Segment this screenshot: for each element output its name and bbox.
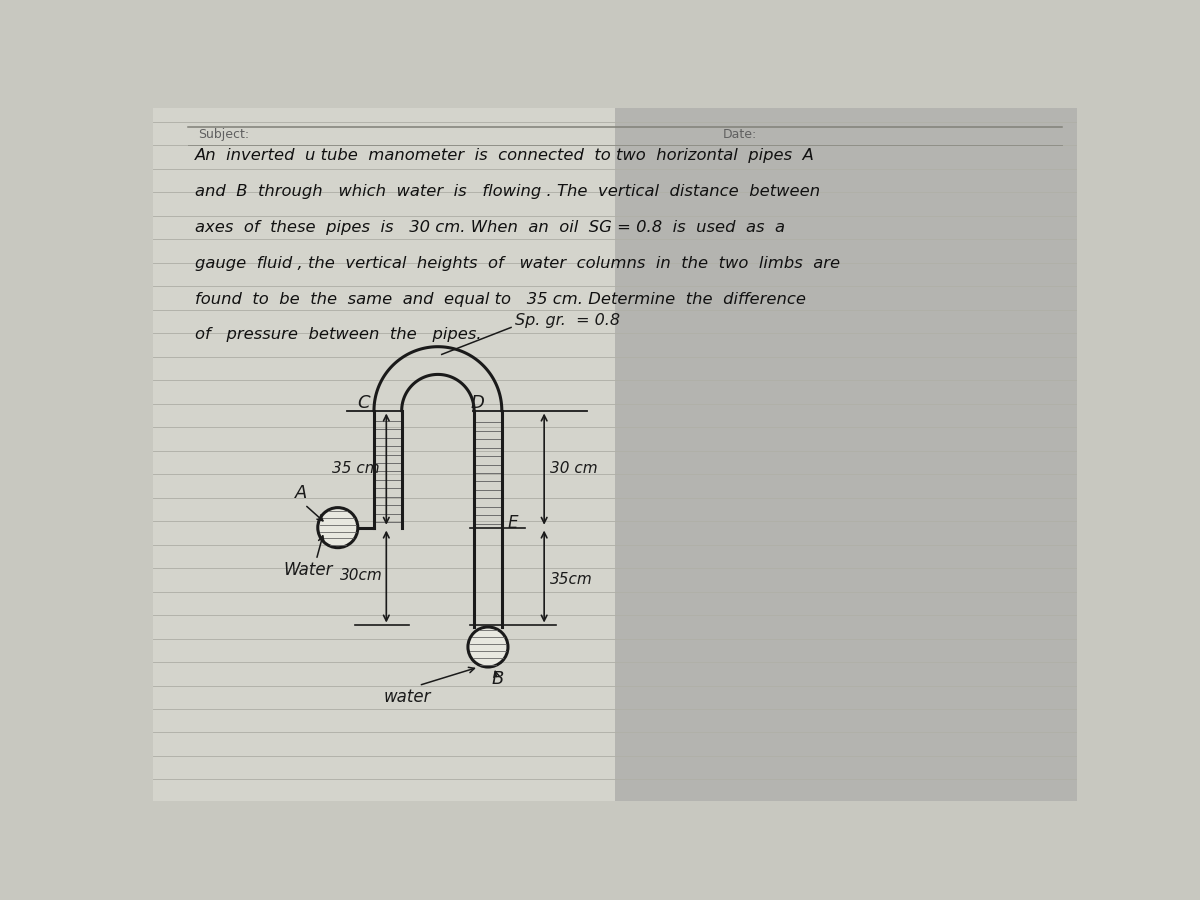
Text: Date:: Date:: [722, 128, 757, 141]
Text: C: C: [358, 393, 370, 411]
Circle shape: [468, 627, 508, 667]
Text: gauge  fluid , the  vertical  heights  of   water  columns  in  the  two  limbs : gauge fluid , the vertical heights of wa…: [196, 256, 840, 271]
Text: 30cm: 30cm: [340, 569, 383, 583]
FancyBboxPatch shape: [154, 108, 616, 801]
Circle shape: [318, 508, 358, 548]
Text: found  to  be  the  same  and  equal to   35 cm. Determine  the  difference: found to be the same and equal to 35 cm.…: [196, 292, 806, 307]
Text: Subject:: Subject:: [198, 128, 248, 141]
Text: Water: Water: [284, 562, 334, 580]
Text: E: E: [508, 514, 517, 532]
Text: axes  of  these  pipes  is   30 cm. When  an  oil  SG = 0.8  is  used  as  a: axes of these pipes is 30 cm. When an oi…: [196, 220, 785, 235]
Text: B: B: [492, 670, 504, 688]
Text: Sp. gr.  = 0.8: Sp. gr. = 0.8: [515, 313, 620, 328]
Text: An  inverted  u tube  manometer  is  connected  to two  horizontal  pipes  A: An inverted u tube manometer is connecte…: [196, 148, 815, 164]
Text: and  B  through   which  water  is   flowing . The  vertical  distance  between: and B through which water is flowing . T…: [196, 184, 821, 199]
Text: water: water: [384, 688, 432, 706]
Text: of   pressure  between  the   pipes.: of pressure between the pipes.: [196, 328, 482, 342]
Text: 35 cm: 35 cm: [332, 461, 380, 476]
FancyBboxPatch shape: [616, 108, 1078, 801]
Text: 30 cm: 30 cm: [551, 461, 598, 476]
Text: D: D: [470, 393, 484, 411]
Text: 35cm: 35cm: [551, 572, 593, 587]
Text: A: A: [295, 484, 308, 502]
